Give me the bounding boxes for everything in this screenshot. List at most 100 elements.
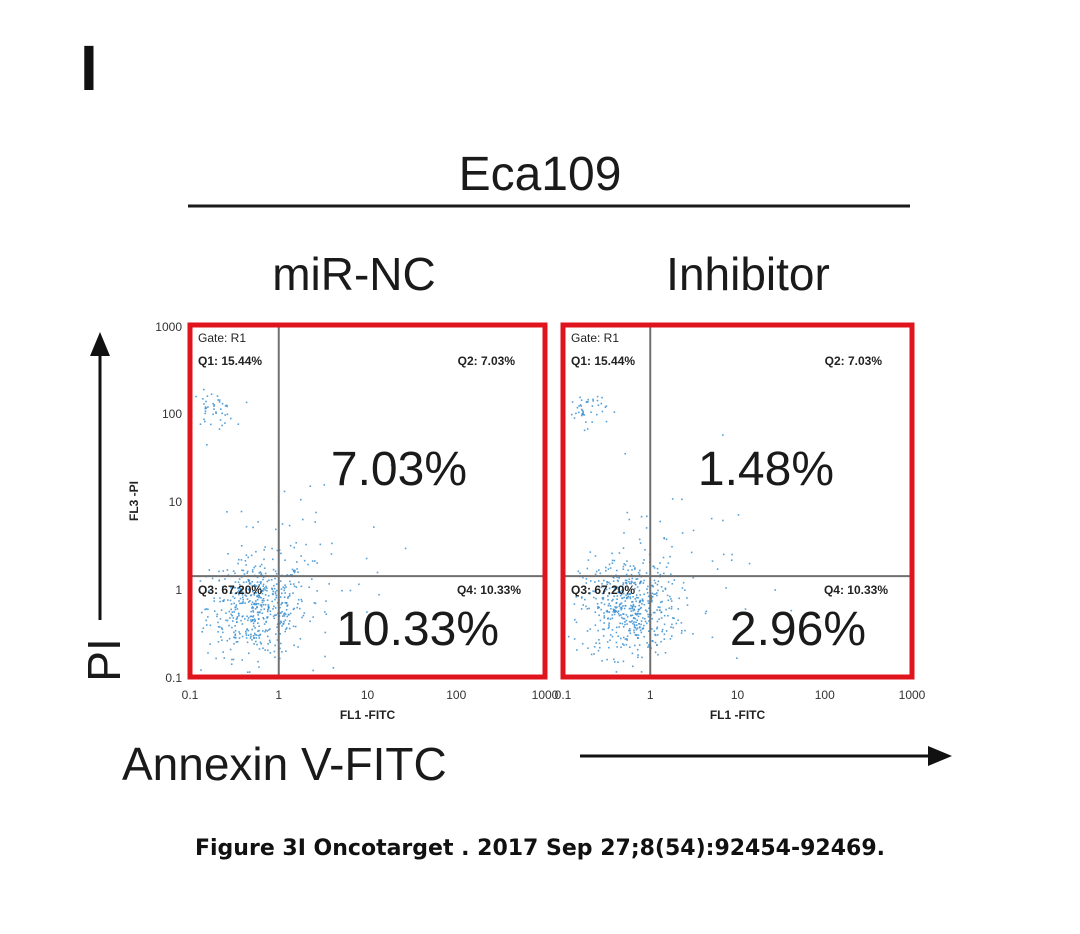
event-dot: [617, 588, 620, 591]
highlight-frame: [560, 322, 915, 680]
event-dot: [622, 565, 625, 568]
event-dot: [200, 669, 202, 671]
event-dot: [627, 569, 629, 572]
event-dot: [635, 613, 637, 616]
event-dot: [378, 593, 380, 596]
event-dot: [613, 595, 615, 598]
event-dot: [268, 639, 271, 642]
event-dot: [250, 594, 253, 596]
event-dot: [230, 592, 233, 594]
event-dot: [654, 651, 657, 654]
event-dot: [632, 665, 634, 668]
event-dot: [260, 596, 262, 599]
event-dot: [651, 595, 654, 598]
event-dot: [625, 573, 628, 576]
event-dot: [204, 608, 206, 611]
event-dot: [594, 624, 597, 626]
event-dot: [248, 601, 250, 603]
event-dot: [585, 421, 587, 423]
event-dot: [300, 585, 303, 588]
event-dot: [657, 580, 660, 583]
event-dot: [289, 583, 292, 585]
event-dot: [292, 625, 295, 628]
event-dot: [291, 568, 294, 571]
event-dot: [263, 599, 265, 602]
event-dot: [634, 567, 636, 569]
event-dot: [258, 625, 260, 627]
event-dot: [622, 592, 625, 595]
event-dot: [710, 517, 713, 520]
event-dot: [592, 590, 594, 592]
event-dot: [667, 562, 670, 564]
event-dot: [620, 594, 622, 597]
event-dot: [251, 606, 254, 608]
event-dot: [628, 620, 631, 623]
event-dot: [244, 618, 246, 620]
event-dot: [213, 610, 216, 612]
event-dot: [254, 619, 256, 622]
event-dot: [257, 611, 260, 614]
event-dot: [644, 609, 647, 611]
event-dot: [222, 631, 224, 634]
event-dot: [241, 591, 244, 593]
event-dot: [612, 611, 615, 613]
event-dot: [252, 615, 255, 617]
event-dot: [681, 498, 683, 501]
quadrant-label-q2: Q2: 7.03%: [458, 354, 516, 368]
event-dot: [287, 595, 290, 598]
event-dot: [606, 581, 608, 583]
event-dot: [245, 630, 247, 633]
panel-title-inhibitor: Inhibitor: [666, 248, 830, 300]
event-dot: [642, 600, 644, 602]
event-dot: [656, 592, 658, 594]
event-dot: [267, 649, 269, 652]
event-dot: [245, 401, 248, 404]
event-dot: [639, 594, 641, 596]
event-dot: [639, 629, 642, 632]
event-dot: [283, 620, 285, 623]
event-dot: [258, 637, 261, 639]
event-dot: [594, 611, 597, 613]
event-dot: [605, 405, 608, 407]
event-dot: [212, 413, 214, 416]
event-dot: [597, 606, 599, 608]
event-dot: [246, 572, 248, 574]
event-dot: [623, 644, 625, 646]
event-dot: [301, 600, 303, 603]
event-dot: [325, 600, 327, 602]
event-dot: [218, 579, 221, 582]
event-dot: [652, 565, 655, 568]
event-dot: [328, 583, 330, 585]
event-dot: [616, 586, 619, 588]
event-dot: [664, 588, 667, 591]
quadrant-label-q4: Q4: 10.33%: [824, 583, 888, 597]
event-dot: [670, 573, 672, 576]
event-dot: [640, 606, 642, 609]
event-dot: [639, 607, 642, 610]
event-dot: [236, 641, 239, 643]
event-dot: [216, 613, 219, 616]
event-dot: [260, 563, 263, 566]
event-dot: [744, 608, 747, 610]
event-dot: [635, 621, 637, 623]
event-dot: [624, 452, 626, 455]
event-dot: [234, 606, 236, 609]
event-dot: [623, 563, 625, 565]
event-dot: [730, 559, 733, 561]
event-dot: [640, 515, 643, 518]
event-dot: [582, 604, 584, 606]
event-dot: [195, 395, 197, 398]
event-dot: [618, 577, 620, 579]
panel-title-mir-nc: miR-NC: [272, 248, 436, 300]
event-dot: [264, 587, 266, 589]
event-dot: [222, 570, 225, 572]
event-dot: [221, 628, 224, 630]
event-dot: [654, 634, 657, 637]
event-dot: [635, 594, 638, 596]
event-dot: [620, 593, 623, 595]
event-dot: [633, 582, 635, 584]
event-dot: [634, 568, 636, 570]
event-dot: [207, 406, 209, 408]
event-dot: [589, 592, 591, 594]
event-dot: [647, 613, 649, 616]
